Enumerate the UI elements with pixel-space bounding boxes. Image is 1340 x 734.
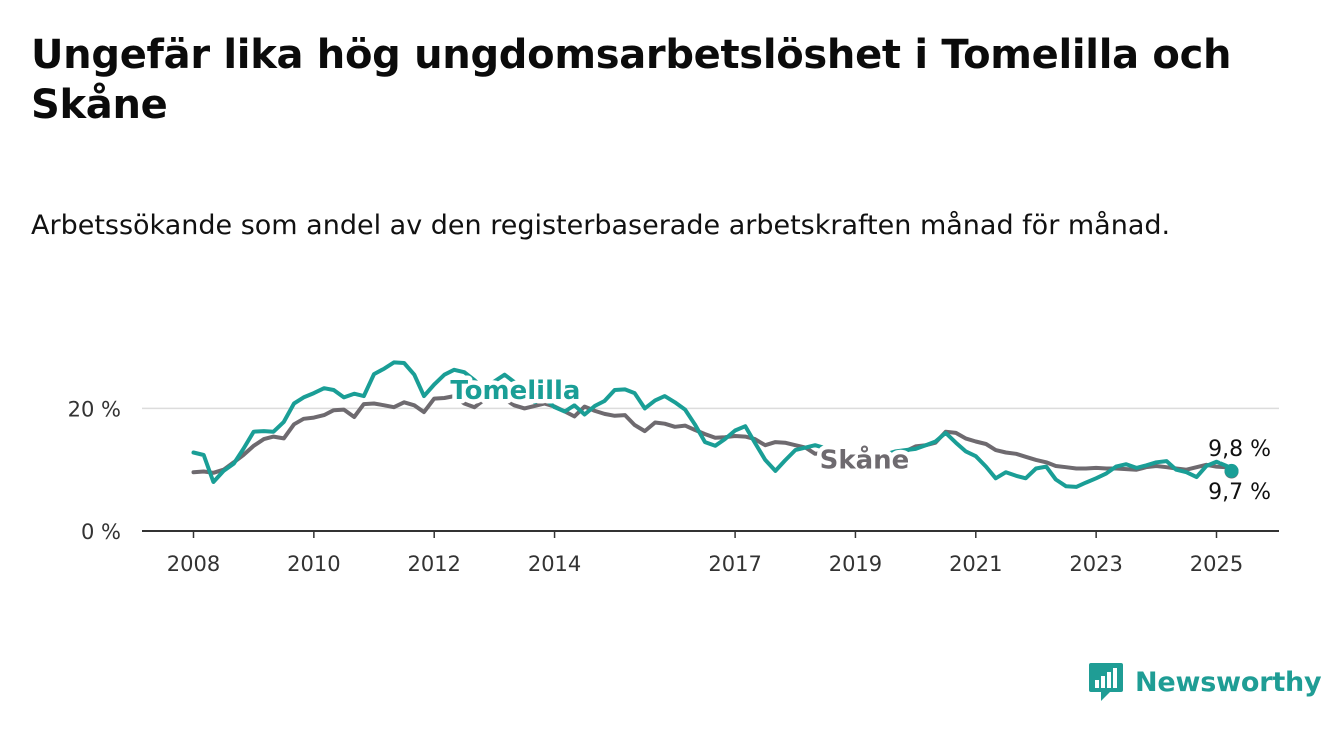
y-tick-label: 20 % (68, 397, 121, 421)
page-title: Ungefär lika hög ungdomsarbetslöshet i T… (31, 32, 1232, 128)
x-tick-label: 2010 (287, 552, 340, 576)
x-tick-label: 2025 (1190, 552, 1243, 576)
y-tick-label: 0 % (81, 520, 121, 544)
x-tick-label: 2012 (407, 552, 460, 576)
x-tick-label: 2019 (829, 552, 882, 576)
brand-name: Newsworthy (1135, 666, 1322, 698)
end-label-skane: 9,7 % (1208, 480, 1271, 505)
x-tick-label: 2023 (1069, 552, 1122, 576)
x-tick-label: 2021 (949, 552, 1002, 576)
x-tick-label: 2008 (167, 552, 220, 576)
series-line-skåne (191, 394, 1234, 475)
x-tick-label: 2014 (528, 552, 581, 576)
bar-chart-speech-bubble-icon (1089, 663, 1123, 701)
end-label-tomelilla: 9,8 % (1208, 437, 1271, 462)
series-line-tomelilla (191, 360, 1234, 489)
series-label: Skåne (820, 443, 910, 475)
x-tick-label: 2017 (708, 552, 761, 576)
end-point-tomelilla (1224, 463, 1239, 478)
page-subtitle: Arbetssökande som andel av den registerb… (31, 210, 1171, 241)
brand-logo: Newsworthy (1088, 660, 1322, 704)
series-label: Tomelilla (450, 376, 580, 406)
